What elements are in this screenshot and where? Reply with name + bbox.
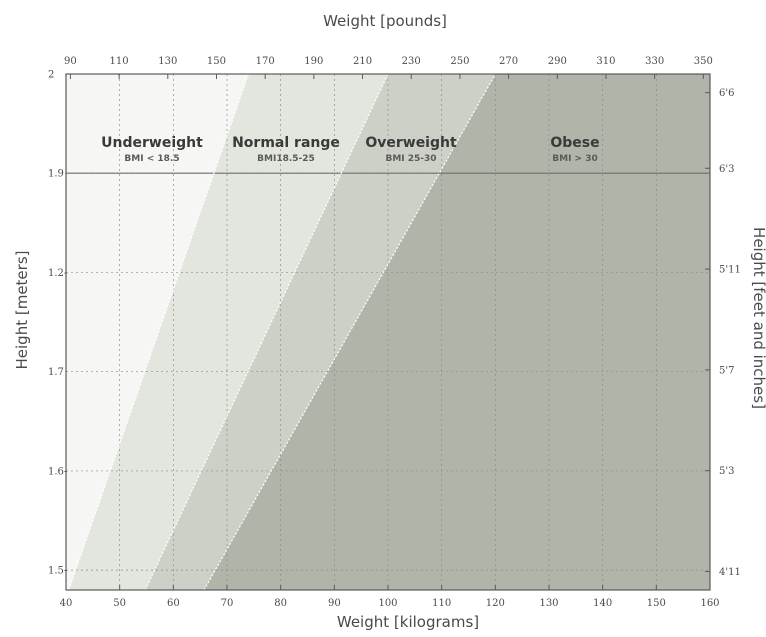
zone-label: Obese — [550, 135, 599, 151]
x-tick-label: 100 — [378, 598, 397, 609]
y2-tick-label: 6'6 — [719, 88, 734, 99]
x2-tick-label: 290 — [548, 56, 567, 67]
x-tick-label: 120 — [486, 598, 505, 609]
x-axis-ticks: 40 50 60 70 80 90 100 110 120 130 140 150 160 — [60, 585, 720, 609]
bmi-boundary-line — [144, 74, 389, 590]
zone-labels: Underweight BMI < 18.5 Normal range BMI18.5… — [101, 135, 599, 164]
y2-tick-label: 6'3 — [719, 164, 734, 175]
y2-tick-label: 5'11 — [719, 265, 741, 276]
zone-underweight — [66, 74, 249, 590]
y-axis-ticks: 1.5- 1.6- 1.7 1.2- 1.9 2 — [48, 70, 67, 577]
x2-tick-label: 170 — [256, 56, 275, 67]
y-axis-title: Height [meters] — [13, 251, 31, 370]
zone-sublabel: BMI > 30 — [552, 154, 598, 164]
x2-tick-label: 270 — [499, 56, 518, 67]
y-tick-label: 2 — [48, 70, 54, 81]
y2-tick-label: 5'7 — [719, 365, 734, 376]
y-tick-label: 1.7 — [48, 367, 64, 378]
x2-tick-label: 90 — [64, 56, 77, 67]
y-tick-label: 1.6- — [48, 466, 67, 477]
x2-tick-label: 330 — [645, 56, 664, 67]
bmi-lines-layer — [68, 74, 496, 590]
y2-axis-ticks: 4'11 5'3 5'7 5'11 6'3 6'6 — [705, 88, 741, 578]
zone-overweight — [145, 74, 496, 590]
zone-sublabel: BMI < 18.5 — [124, 154, 179, 164]
x2-axis-ticks: 90 110 130 150 170 190 210 230 250 270 290 310 330 35… — [64, 56, 713, 79]
x-tick-label: 130 — [539, 598, 558, 609]
zone-label: Normal range — [232, 135, 340, 151]
x-tick-label: 50 — [113, 598, 126, 609]
bmi-boundary-line — [203, 74, 496, 590]
zone-obese — [204, 74, 710, 590]
x-tick-label: 80 — [274, 598, 287, 609]
x-axis-title: Weight [kilograms] — [337, 613, 479, 631]
x2-tick-label: 190 — [304, 56, 323, 67]
zone-sublabel: BMI 25-30 — [385, 154, 436, 164]
x2-tick-label: 110 — [110, 56, 129, 67]
y-tick-label: 1.9 — [48, 169, 64, 180]
zone-sublabel: BMI18.5-25 — [257, 154, 315, 164]
x2-tick-label: 230 — [402, 56, 421, 67]
x-tick-label: 40 — [60, 598, 73, 609]
x-tick-label: 60 — [167, 598, 180, 609]
y2-tick-label: 4'11 — [719, 567, 741, 578]
x2-tick-label: 130 — [158, 56, 177, 67]
y-tick-label: 1.5- — [48, 566, 67, 577]
y2-axis-title: Height [feet and inches] — [750, 227, 766, 409]
x2-tick-label: 250 — [450, 56, 469, 67]
x2-axis-title: Weight [pounds] — [323, 12, 447, 30]
y-tick-label: 1.2- — [48, 268, 67, 279]
x2-tick-label: 210 — [353, 56, 372, 67]
bmi-boundary-line — [68, 74, 250, 590]
x-tick-label: 150 — [647, 598, 666, 609]
x2-tick-label: 150 — [207, 56, 226, 67]
zone-normal-range — [68, 74, 389, 590]
x2-tick-label: 350 — [694, 56, 713, 67]
zone-label: Underweight — [101, 135, 203, 151]
x-tick-label: 160 — [700, 598, 719, 609]
x2-tick-label: 310 — [596, 56, 615, 67]
x-tick-label: 140 — [593, 598, 612, 609]
y2-tick-label: 5'3 — [719, 466, 734, 477]
zone-label: Overweight — [365, 135, 457, 151]
x-tick-label: 70 — [221, 598, 234, 609]
x-tick-label: 90 — [328, 598, 341, 609]
x-tick-label: 110 — [432, 598, 451, 609]
zones-layer — [66, 74, 710, 590]
grid-layer — [66, 74, 710, 590]
